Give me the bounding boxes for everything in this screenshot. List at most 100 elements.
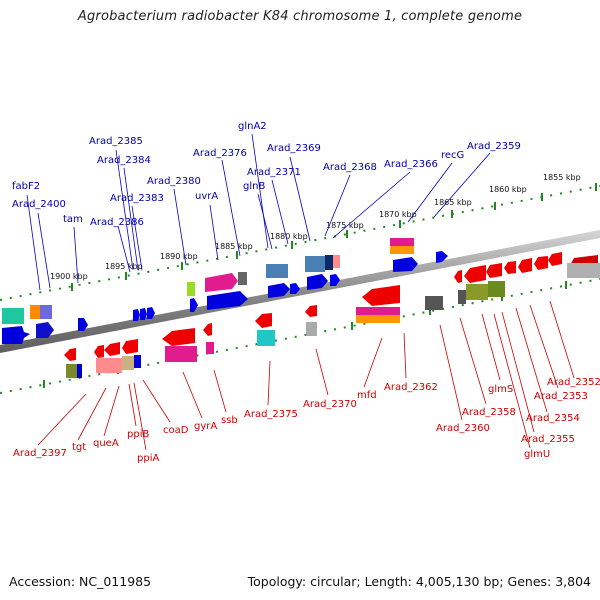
leader-line <box>115 149 134 271</box>
leader-line <box>213 369 227 413</box>
gene-label-coad[interactable]: coaD <box>163 425 189 436</box>
gene-label-arad-2384[interactable]: Arad_2384 <box>97 155 151 166</box>
leader-line <box>173 188 187 266</box>
leader-line <box>73 226 79 284</box>
gene-label-arad-2376[interactable]: Arad_2376 <box>193 148 247 159</box>
gene-arrow <box>162 328 195 346</box>
map-title: Agrobacterium radiobacter K84 chromosome… <box>77 9 523 24</box>
gene-label-arad-2397[interactable]: Arad_2397 <box>13 448 67 459</box>
gene-label-arad-2360[interactable]: Arad_2360 <box>436 423 490 434</box>
leader-line <box>433 152 491 218</box>
ruler-label: 1855 kbp <box>543 173 581 182</box>
gene-feature <box>187 282 195 296</box>
gene-feature <box>238 272 247 285</box>
gene-label-ppib[interactable]: ppiB <box>127 429 149 440</box>
gene-label-arad-2352[interactable]: Arad_2352 <box>547 377 600 388</box>
gene-feature <box>458 290 466 304</box>
gene-feature <box>122 356 134 370</box>
gene-label-glna2[interactable]: glnA2 <box>238 121 267 132</box>
top-labels: Arad_2385 Arad_2384 Arad_2383 Arad_2386 … <box>12 121 521 228</box>
plus-strand-features <box>2 238 448 344</box>
gene-label-arad-2354[interactable]: Arad_2354 <box>526 413 580 424</box>
gene-feature <box>356 315 400 323</box>
gene-arrow <box>393 257 418 272</box>
gene-label-arad-2358[interactable]: Arad_2358 <box>462 407 516 418</box>
leader-line <box>257 193 273 250</box>
gene-feature <box>567 263 600 278</box>
top-leader-lines <box>26 133 491 291</box>
gene-label-arad-2369[interactable]: Arad_2369 <box>267 143 321 154</box>
ruler-label: 1890 kbp <box>160 252 198 261</box>
leader-line <box>182 371 203 419</box>
leader-line <box>332 171 411 239</box>
gene-feature <box>356 307 400 315</box>
gene-label-arad-2362[interactable]: Arad_2362 <box>384 382 438 393</box>
ruler-labels: 1855 kbp 1860 kbp 1865 kbp 1870 kbp 1875… <box>50 173 581 281</box>
gene-label-arad-2385[interactable]: Arad_2385 <box>89 136 143 147</box>
leader-line <box>117 225 131 273</box>
gene-arrow <box>190 298 198 312</box>
gene-feature <box>488 281 505 297</box>
gene-label-arad-2383[interactable]: Arad_2383 <box>110 193 164 204</box>
leader-line <box>267 360 271 406</box>
gene-feature <box>134 355 141 368</box>
leader-line <box>123 167 139 271</box>
gene-arrow <box>255 313 272 328</box>
gene-label-arad-2375[interactable]: Arad_2375 <box>244 409 298 420</box>
gene-arrow <box>534 256 548 270</box>
gene-label-fabf2[interactable]: fabF2 <box>12 181 40 192</box>
gene-label-arad-2371[interactable]: Arad_2371 <box>247 167 301 178</box>
leader-line <box>77 387 107 441</box>
gene-arrow <box>94 345 104 358</box>
gene-label-arad-2366[interactable]: Arad_2366 <box>384 159 438 170</box>
gene-arrow <box>78 318 88 331</box>
gene-label-arad-2355[interactable]: Arad_2355 <box>521 434 575 445</box>
gene-arrow <box>122 339 138 354</box>
strand-guides <box>0 185 600 394</box>
gene-label-tam[interactable]: tam <box>63 214 83 225</box>
gene-arrow <box>36 322 54 338</box>
gene-label-gyra[interactable]: gyrA <box>194 421 217 432</box>
gene-label-arad-2353[interactable]: Arad_2353 <box>534 391 588 402</box>
gene-feature <box>77 364 82 378</box>
leader-line <box>515 307 548 413</box>
gene-label-glnb[interactable]: glnB <box>243 181 265 192</box>
leader-line <box>128 383 137 427</box>
gene-feature <box>266 264 288 278</box>
gene-label-recg[interactable]: recG <box>441 150 464 161</box>
gene-label-arad-2368[interactable]: Arad_2368 <box>323 162 377 173</box>
gene-label-arad-2359[interactable]: Arad_2359 <box>467 141 521 152</box>
ruler-label: 1865 kbp <box>434 198 472 207</box>
gene-label-ppia[interactable]: ppiA <box>137 453 159 464</box>
ruler-label: 1895 kbp <box>105 262 143 271</box>
ruler-label: 1875 kbp <box>326 221 364 230</box>
leader-line <box>403 332 407 379</box>
gene-label-arad-2380[interactable]: Arad_2380 <box>147 176 201 187</box>
gene-label-glms[interactable]: glmS <box>488 384 513 395</box>
gene-arrow <box>290 283 300 294</box>
gene-label-arad-2386[interactable]: Arad_2386 <box>90 217 144 228</box>
gene-arrow <box>454 270 462 283</box>
gene-feature <box>306 322 317 336</box>
gene-arrow <box>2 326 30 344</box>
minus-strand-features <box>64 252 600 378</box>
leader-line <box>103 385 120 437</box>
gene-feature <box>333 255 340 268</box>
gene-feature <box>390 246 414 254</box>
gene-label-arad-2370[interactable]: Arad_2370 <box>303 399 357 410</box>
leader-line <box>133 382 147 451</box>
gene-label-ssb[interactable]: ssb <box>221 415 238 426</box>
gene-label-quea[interactable]: queA <box>93 438 119 449</box>
sequence-backbone <box>0 230 600 353</box>
leader-line <box>142 379 171 423</box>
gene-arrow <box>203 323 212 336</box>
gene-feature <box>425 296 443 310</box>
gene-arrow <box>133 309 140 321</box>
gene-label-mfd[interactable]: mfd <box>357 390 377 401</box>
gene-label-glmu[interactable]: glmU <box>524 449 550 460</box>
leader-line <box>271 179 289 245</box>
accession-text: Accession: NC_011985 <box>9 574 152 589</box>
gene-label-tgt[interactable]: tgt <box>72 442 86 453</box>
gene-label-arad-2400[interactable]: Arad_2400 <box>12 199 66 210</box>
gene-label-uvra[interactable]: uvrA <box>195 191 218 202</box>
